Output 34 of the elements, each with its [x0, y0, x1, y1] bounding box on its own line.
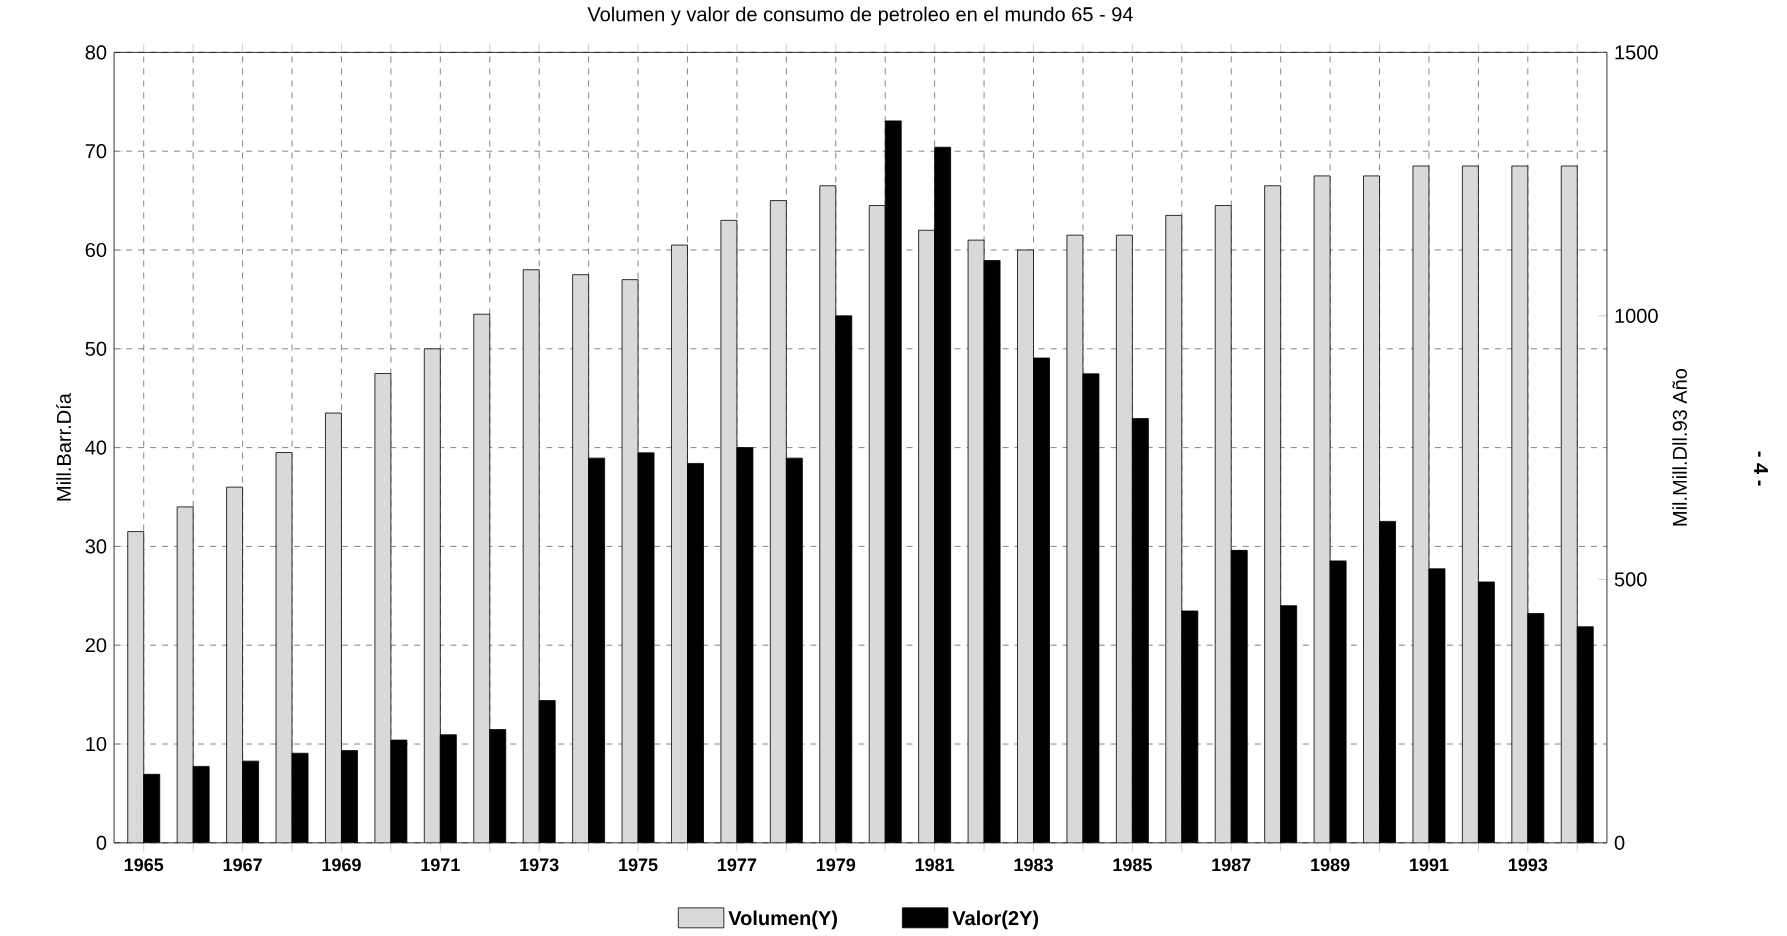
y-tick-label: 80 [85, 45, 107, 60]
x-tick-label: 1987 [1212, 858, 1251, 872]
y2-tick-label: 500 [1614, 572, 1647, 587]
y2-tick-label: 0 [1614, 835, 1625, 850]
x-tick-label: 1969 [322, 858, 361, 872]
y-tick-label: 70 [85, 144, 107, 159]
y-tick-label: 50 [85, 341, 107, 356]
y-tick-label: 60 [85, 242, 107, 258]
y2-tick-label: 1000 [1615, 308, 1658, 323]
y-tick-label: 10 [86, 736, 107, 752]
y2-axis-title: Mil.Mill.Dll.93 Año [1672, 368, 1687, 526]
x-tick-label: 1973 [520, 858, 559, 872]
y-axis-title: Mill.Barr.Día [56, 393, 71, 501]
x-tick-label: 1991 [1410, 858, 1449, 872]
x-tick-label: 1981 [915, 858, 955, 872]
x-tick-label: 1977 [718, 858, 757, 872]
x-tick-label: 1965 [124, 858, 164, 872]
x-tick-label: 1979 [816, 858, 856, 872]
legend-label: Valor(2Y) [952, 910, 1039, 930]
x-tick-label: 1985 [1113, 858, 1152, 872]
legend-label: Volumen(Y) [728, 910, 837, 930]
x-tick-label: 1975 [619, 858, 658, 872]
x-tick-label: 1971 [421, 858, 460, 872]
x-tick-label: 1993 [1508, 858, 1548, 872]
text: - 4 - [1754, 451, 1768, 486]
x-tick-label: 1967 [223, 858, 262, 872]
y2-tick-label: 1500 [1615, 45, 1658, 60]
y-tick-label: 30 [85, 539, 107, 554]
y-tick-label: 0 [96, 835, 107, 850]
chart-title: Volumen y valor de consumo de petroleo en el mundo 65 - 94 [587, 6, 1133, 26]
x-tick-label: 1983 [1014, 858, 1053, 872]
y-tick-label: 40 [85, 440, 107, 455]
y-tick-label: 20 [85, 638, 107, 653]
x-tick-label: 1989 [1311, 858, 1350, 872]
